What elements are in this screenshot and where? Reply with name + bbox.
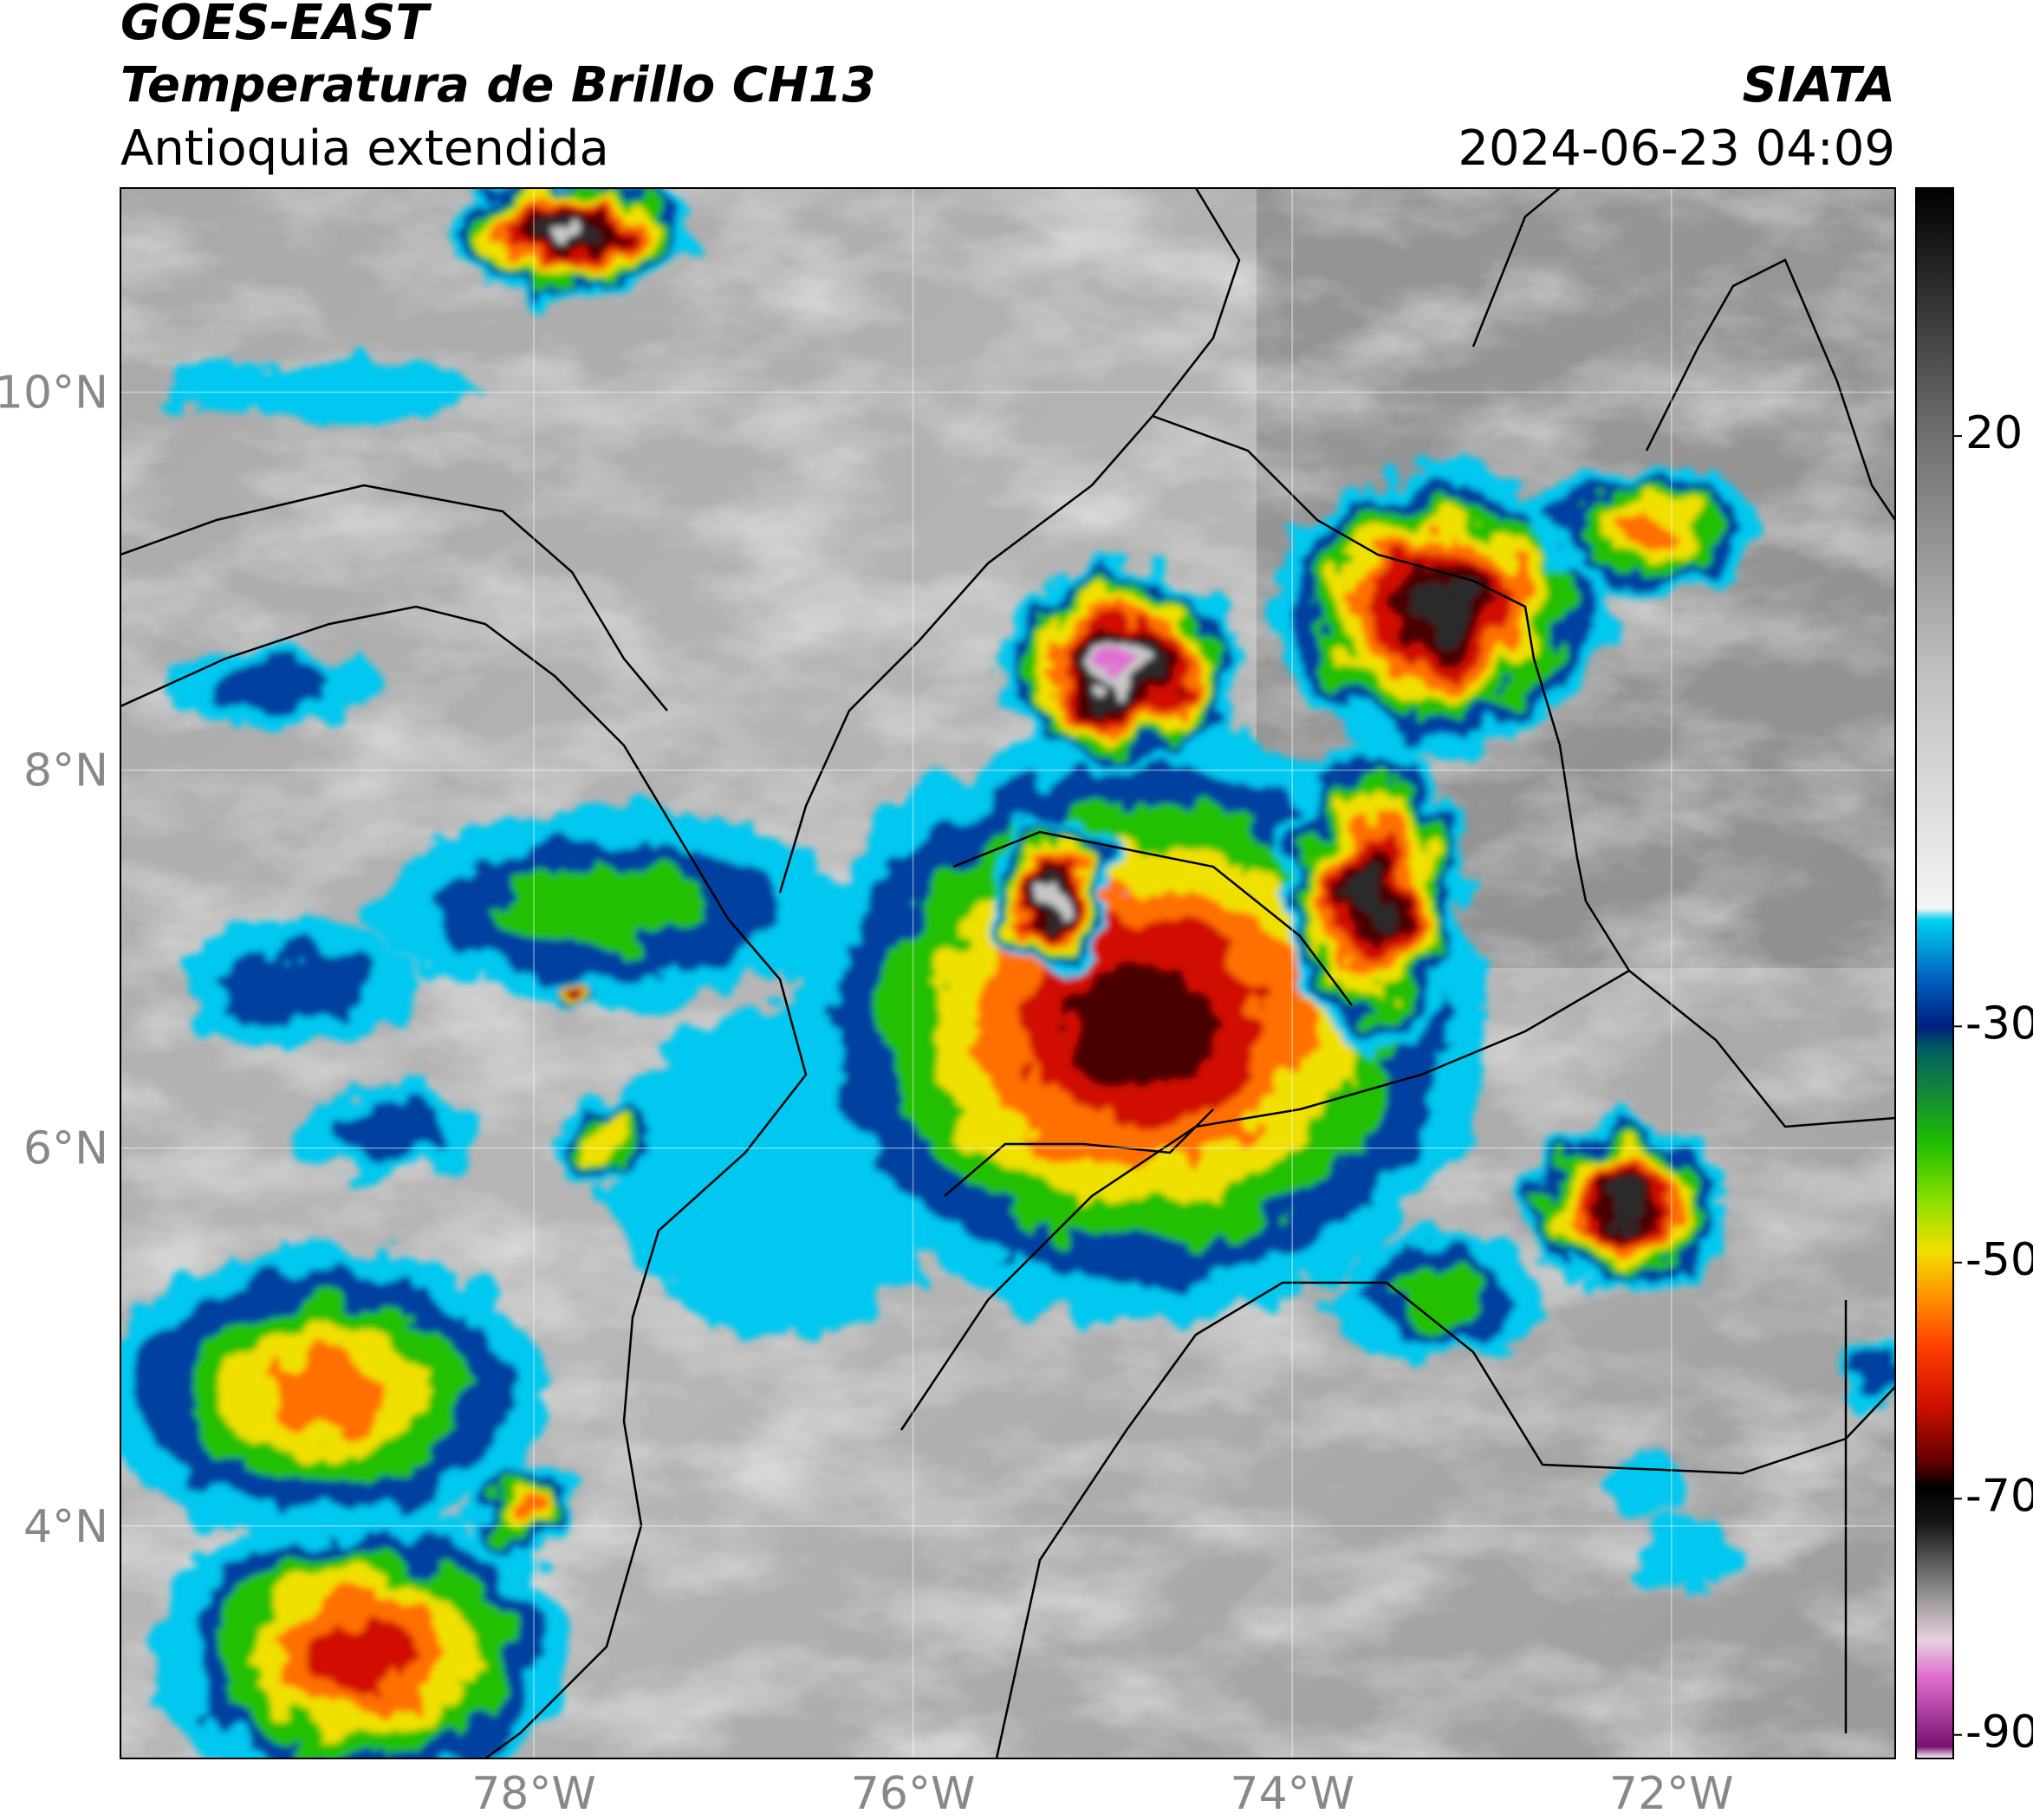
source: SIATA <box>1743 57 1895 114</box>
cloud-level <box>1045 881 1068 908</box>
cloud-level <box>168 362 480 415</box>
x-tick-label: 76°W <box>851 1768 976 1820</box>
x-tick-label: 74°W <box>1230 1768 1354 1820</box>
y-tick-label: 8°N <box>23 745 108 797</box>
borders <box>120 188 1895 1758</box>
convective-clouds <box>120 188 1895 1758</box>
map-area <box>120 188 1895 1758</box>
cloud-level <box>1608 1190 1647 1222</box>
cloud-level <box>226 945 370 1025</box>
cloud-level <box>1855 1354 1895 1394</box>
y-tick-label: 6°N <box>23 1123 108 1175</box>
cloud-level <box>1407 582 1471 636</box>
cloud-level <box>333 1100 445 1156</box>
cloud-level <box>1633 1517 1737 1596</box>
cloud-level <box>508 1495 542 1525</box>
cloud-level <box>1613 512 1680 550</box>
cloud-level <box>1067 961 1215 1088</box>
cloud-level <box>591 1125 627 1157</box>
region: Antioquia extendida <box>120 120 609 177</box>
cloud-level <box>1357 865 1392 924</box>
y-tick-label: 10°N <box>0 367 108 419</box>
x-tick-label: 78°W <box>471 1768 596 1820</box>
colorbar-tick-label: -70 <box>1965 1470 2033 1522</box>
datetime: 2024-06-23 04:09 <box>1458 120 1895 177</box>
colorbar-tick-label: 20 <box>1965 407 2023 459</box>
colorbar-tick-label: -30 <box>1965 998 2033 1050</box>
cloud-level <box>1102 652 1140 684</box>
cloud-level <box>1608 1465 1686 1518</box>
cloud-level <box>259 1353 389 1435</box>
x-tick-label: 72°W <box>1609 1768 1734 1820</box>
cloud-level <box>571 993 583 1004</box>
cloud-level <box>208 663 336 712</box>
cloud-level <box>312 1616 413 1690</box>
colorbar-tick-label: -90 <box>1965 1706 2033 1758</box>
cloud-level <box>549 222 591 244</box>
map-frame <box>120 187 1896 1759</box>
cloud-level <box>505 864 713 952</box>
title: GOES-EAST <box>120 0 432 51</box>
y-tick-label: 4°N <box>23 1501 108 1553</box>
colorbar-tick-label: -50 <box>1965 1234 2033 1286</box>
subtitle: Temperatura de Brillo CH13 <box>120 57 876 114</box>
cloud-level <box>1393 1267 1485 1326</box>
colorbar <box>1915 187 1954 1759</box>
